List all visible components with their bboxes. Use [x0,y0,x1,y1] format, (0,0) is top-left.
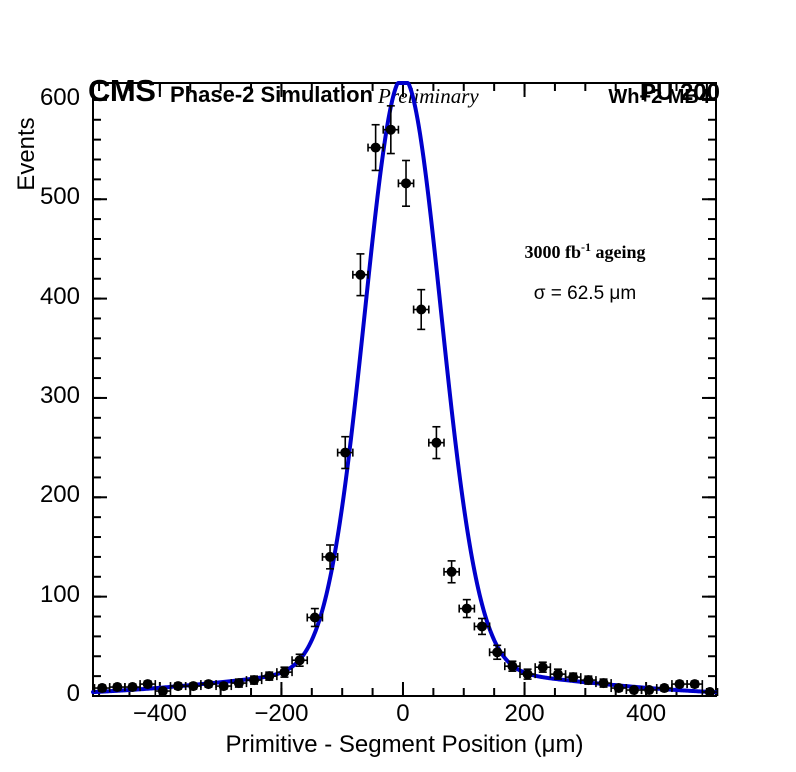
y-tick-label: 600 [39,83,80,111]
y-tick-label: 300 [39,381,80,409]
y-tick-label: 100 [39,580,80,608]
y-tick-label: 400 [39,282,80,310]
plot-frame [92,82,717,697]
x-tick-label: 0 [396,700,410,727]
x-axis-title: Primitive - Segment Position (μm) [225,731,584,758]
x-tick-label: 200 [504,700,545,727]
cms-header: CMS Phase-2 Simulation Preliminary PU 20… [0,38,796,109]
y-tick-label: 500 [39,183,80,211]
y-tick-label: 0 [66,680,80,707]
y-tick-label: 200 [39,481,80,509]
x-tick-label: 400 [626,700,667,727]
x-tick-label: −200 [254,700,309,727]
x-tick-label: −400 [132,700,187,727]
